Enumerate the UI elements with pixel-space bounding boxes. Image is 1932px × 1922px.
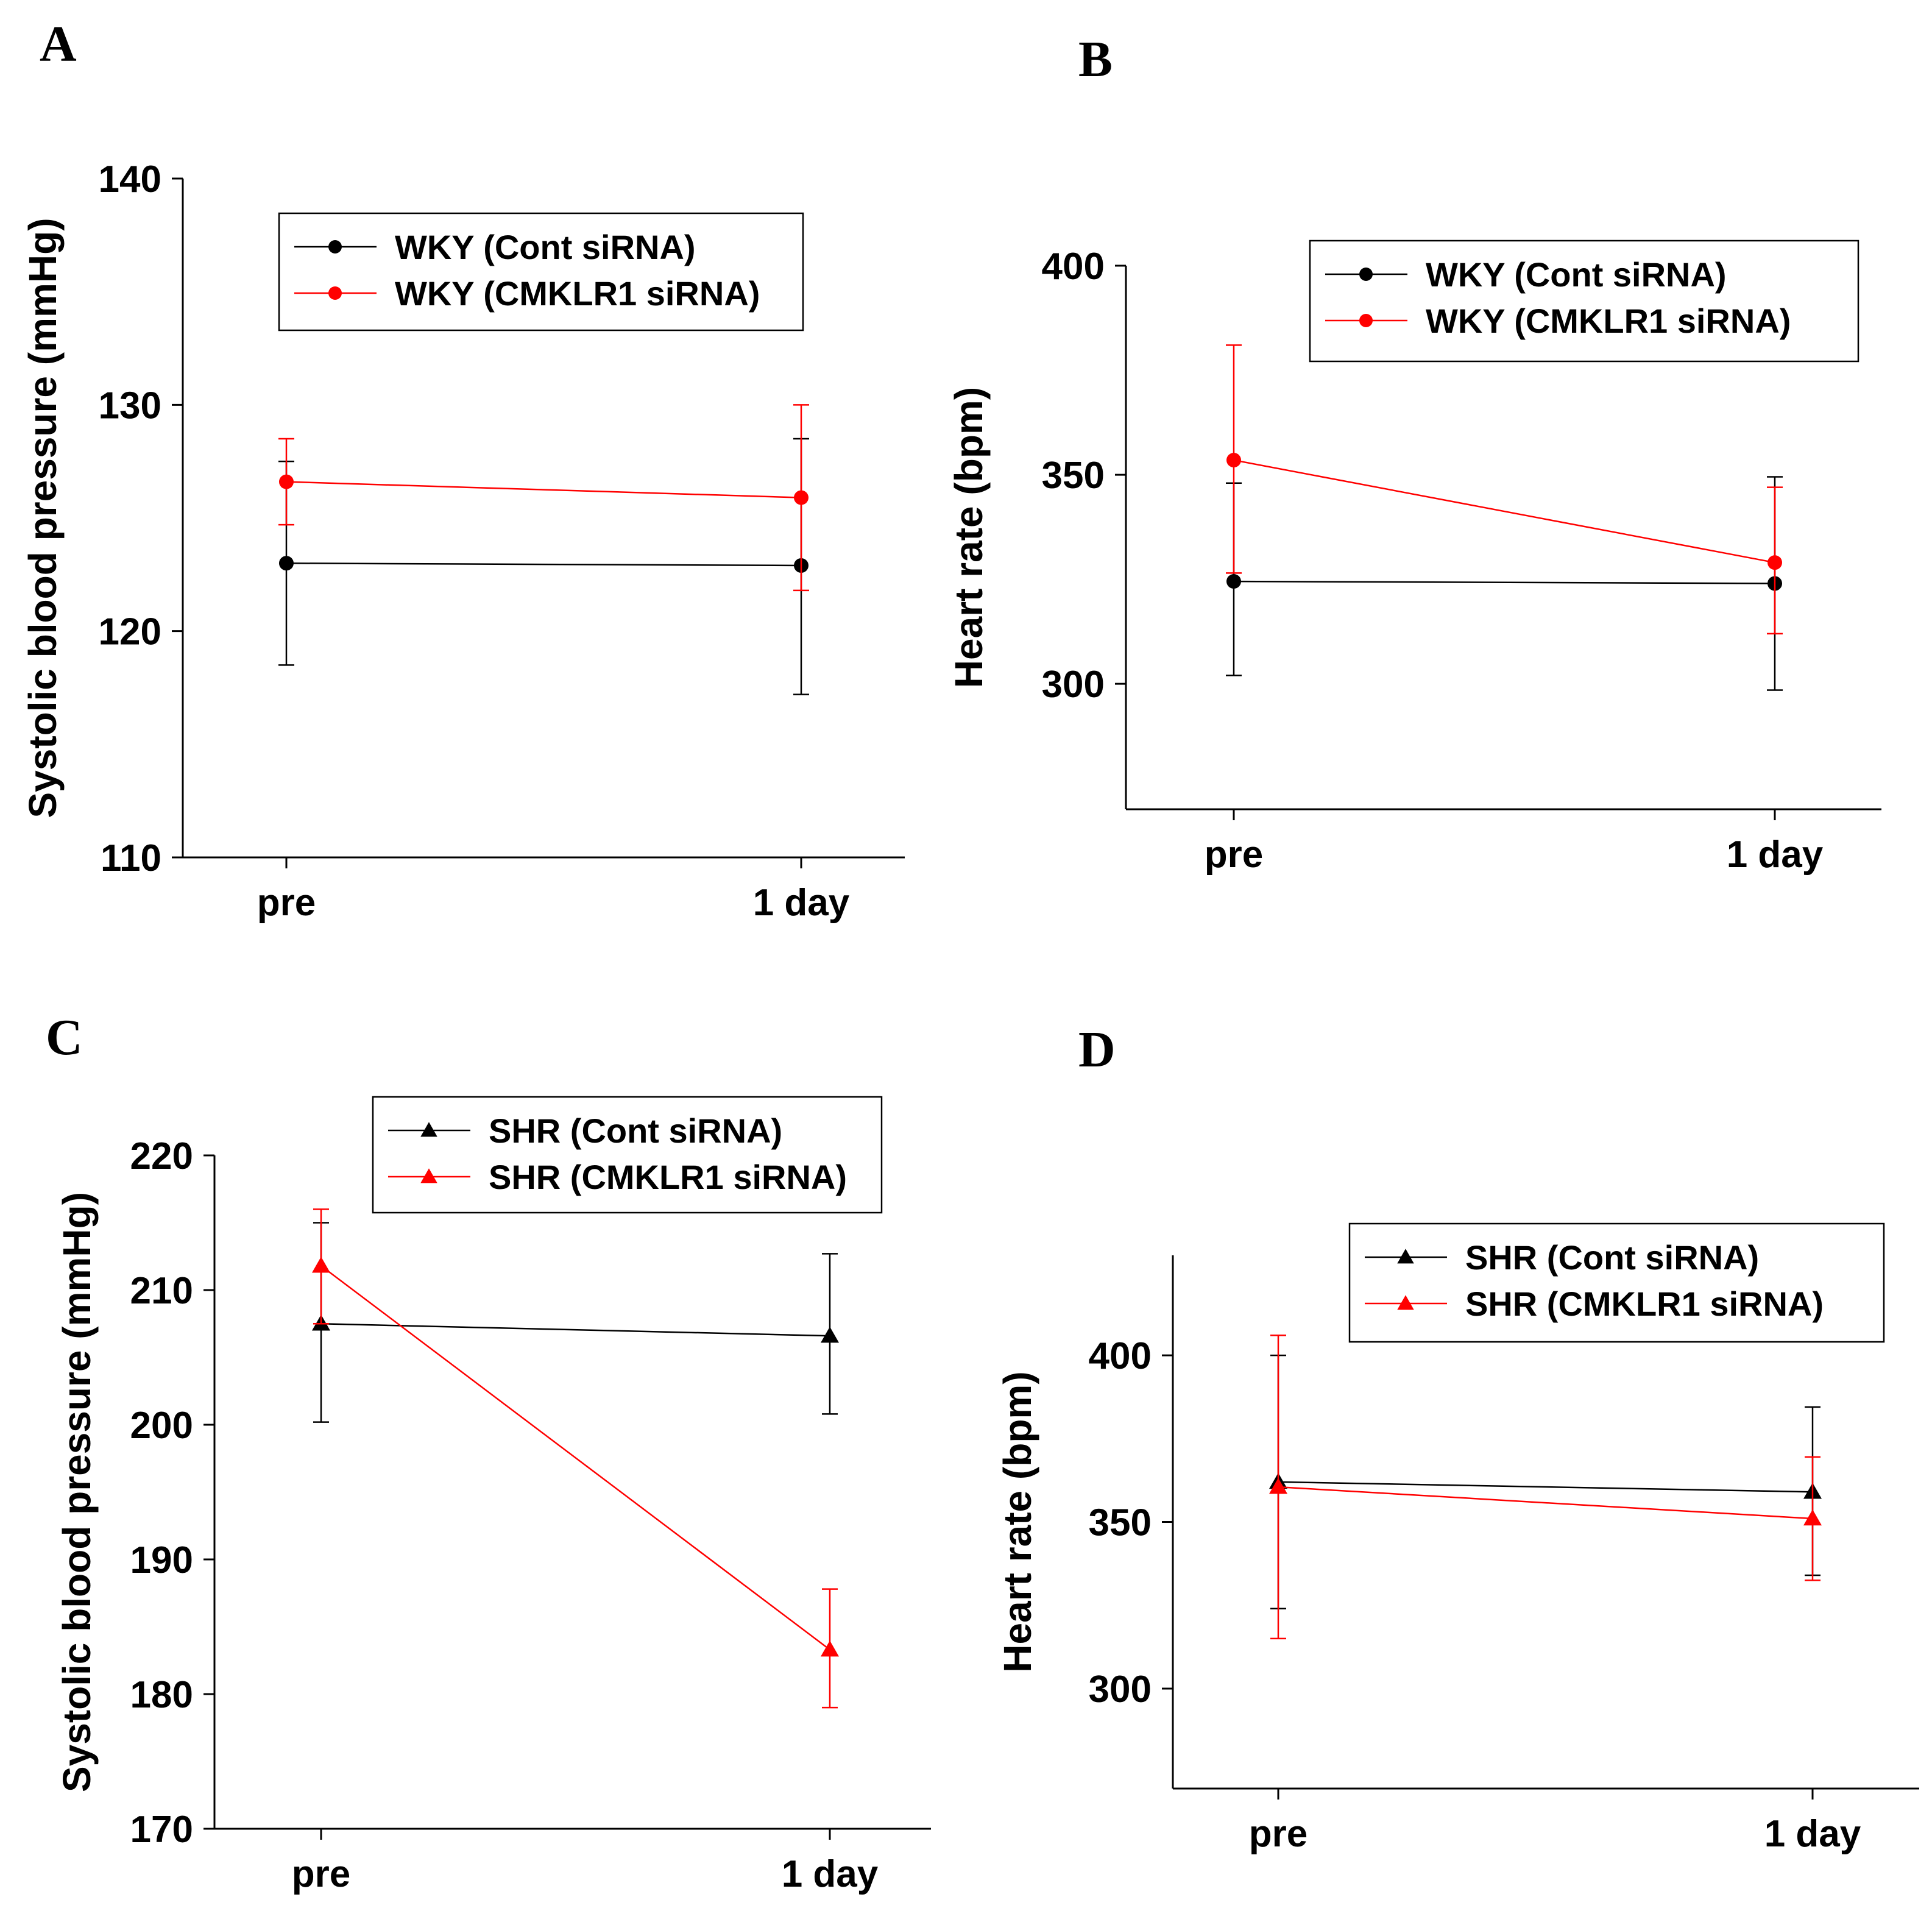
panel-label: C (46, 1009, 83, 1066)
data-point (1269, 1478, 1287, 1494)
y-tick-label: 400 (1042, 246, 1105, 288)
legend: SHR (Cont siRNA) SHR (CMKLR1 siRNA) (372, 1096, 883, 1214)
series-2 (1226, 344, 1783, 635)
y-tick-label: 300 (1089, 1668, 1152, 1711)
series-line (1233, 459, 1775, 564)
y-axis-label: Systolic blood pressure (mmHg) (55, 1192, 99, 1792)
y-tick-label: 130 (99, 385, 161, 427)
y-tick-label: 180 (130, 1674, 193, 1716)
legend-marker (1359, 268, 1373, 281)
legend-marker (328, 286, 342, 300)
x-tick-label: 1 day (1764, 1813, 1861, 1855)
y-tick-label: 350 (1089, 1502, 1152, 1544)
series-2 (312, 1208, 839, 1709)
legend-box (1348, 1222, 1885, 1343)
legend-box (278, 212, 804, 332)
panel-label: A (40, 16, 77, 73)
x-tick-label: 1 day (753, 882, 850, 924)
legend-box (1309, 239, 1859, 363)
data-point (794, 490, 809, 505)
data-point (1767, 555, 1782, 570)
data-point (279, 556, 294, 571)
legend-item: SHR (Cont siRNA) (1365, 1238, 1759, 1277)
y-tick-label: 300 (1042, 664, 1105, 706)
x-tick-label: pre (257, 882, 316, 924)
legend-marker (1397, 1249, 1414, 1264)
chart-panel-b: B 300 350 400 pre 1 day Heart rate (bpm) WKY (C… (947, 31, 1881, 876)
data-point (1803, 1509, 1822, 1526)
series-line (1278, 1486, 1813, 1520)
series-2 (1269, 1335, 1822, 1640)
x-tick-label: 1 day (1727, 834, 1824, 876)
legend-marker (420, 1168, 437, 1183)
series-1 (1269, 1354, 1822, 1609)
y-tick-label: 400 (1089, 1335, 1152, 1377)
x-tick-label: pre (1205, 834, 1263, 876)
y-tick-label: 220 (130, 1135, 193, 1177)
legend-marker (420, 1122, 437, 1137)
legend-label: SHR (Cont siRNA) (1465, 1238, 1759, 1277)
legend: WKY (Cont siRNA) WKY (CMKLR1 siRNA) (278, 212, 804, 332)
series-line (286, 562, 802, 567)
y-tick-label: 120 (99, 611, 161, 653)
data-point (821, 1327, 839, 1343)
y-tick-label: 190 (130, 1539, 193, 1581)
series-1 (278, 438, 809, 695)
y-axis-label: Heart rate (bpm) (996, 1371, 1039, 1672)
y-tick-label: 350 (1042, 455, 1105, 497)
data-point (279, 474, 294, 489)
data-point (821, 1640, 839, 1657)
y-tick-label: 140 (99, 158, 161, 200)
data-point (1226, 574, 1241, 589)
legend-item: WKY (CMKLR1 siRNA) (1325, 302, 1791, 340)
y-tick-label: 200 (130, 1405, 193, 1447)
legend-label: WKY (CMKLR1 siRNA) (395, 274, 760, 313)
legend-label: WKY (Cont siRNA) (1426, 255, 1727, 294)
series-2 (278, 404, 809, 592)
x-tick-label: 1 day (782, 1853, 879, 1895)
chart-panel-c: C 170 180 190 200 210 220 pre 1 day Systolic bloo… (46, 1009, 931, 1895)
series-line (320, 1323, 830, 1337)
series-line (320, 1265, 830, 1651)
series-1 (1226, 476, 1783, 691)
x-tick-label: pre (292, 1853, 350, 1895)
y-axis-label: Heart rate (bpm) (947, 387, 991, 688)
legend-label: WKY (Cont siRNA) (395, 228, 696, 266)
legend-marker (1359, 314, 1373, 327)
series-line (286, 481, 802, 498)
y-tick-label: 170 (130, 1809, 193, 1851)
legend-label: SHR (CMKLR1 siRNA) (1465, 1285, 1824, 1323)
series-line (1233, 580, 1775, 584)
chart-panel-d: D 300 350 400 pre 1 day Heart rate (bpm) SHR (C… (996, 1021, 1919, 1855)
y-tick-label: 110 (101, 837, 161, 879)
legend-item: WKY (CMKLR1 siRNA) (294, 274, 760, 313)
legend-label: SHR (Cont siRNA) (489, 1112, 782, 1150)
y-axis-label: Systolic blood pressure (mmHg) (21, 218, 65, 818)
x-tick-label: pre (1249, 1813, 1307, 1855)
legend: WKY (Cont siRNA) WKY (CMKLR1 siRNA) (1309, 239, 1859, 363)
legend-item: SHR (Cont siRNA) (388, 1112, 782, 1150)
legend-label: SHR (CMKLR1 siRNA) (489, 1158, 847, 1196)
legend-box (372, 1096, 883, 1214)
legend-marker (328, 240, 342, 254)
legend: SHR (Cont siRNA) SHR (CMKLR1 siRNA) (1348, 1222, 1885, 1343)
panel-label: D (1078, 1021, 1116, 1078)
y-tick-label: 210 (130, 1270, 193, 1312)
legend-item: WKY (Cont siRNA) (294, 228, 696, 266)
legend-label: WKY (CMKLR1 siRNA) (1426, 302, 1791, 340)
legend-item: SHR (CMKLR1 siRNA) (388, 1158, 847, 1196)
panel-label: B (1078, 31, 1113, 88)
series-1 (312, 1222, 839, 1423)
data-point (312, 1257, 330, 1273)
legend-marker (1397, 1295, 1414, 1310)
legend-item: SHR (CMKLR1 siRNA) (1365, 1285, 1824, 1323)
chart-panel-a: A 110 120 130 140 pre 1 day Systolic blood pres… (21, 16, 905, 924)
data-point (1226, 453, 1241, 468)
series-line (1278, 1481, 1813, 1493)
legend-item: WKY (Cont siRNA) (1325, 255, 1727, 294)
